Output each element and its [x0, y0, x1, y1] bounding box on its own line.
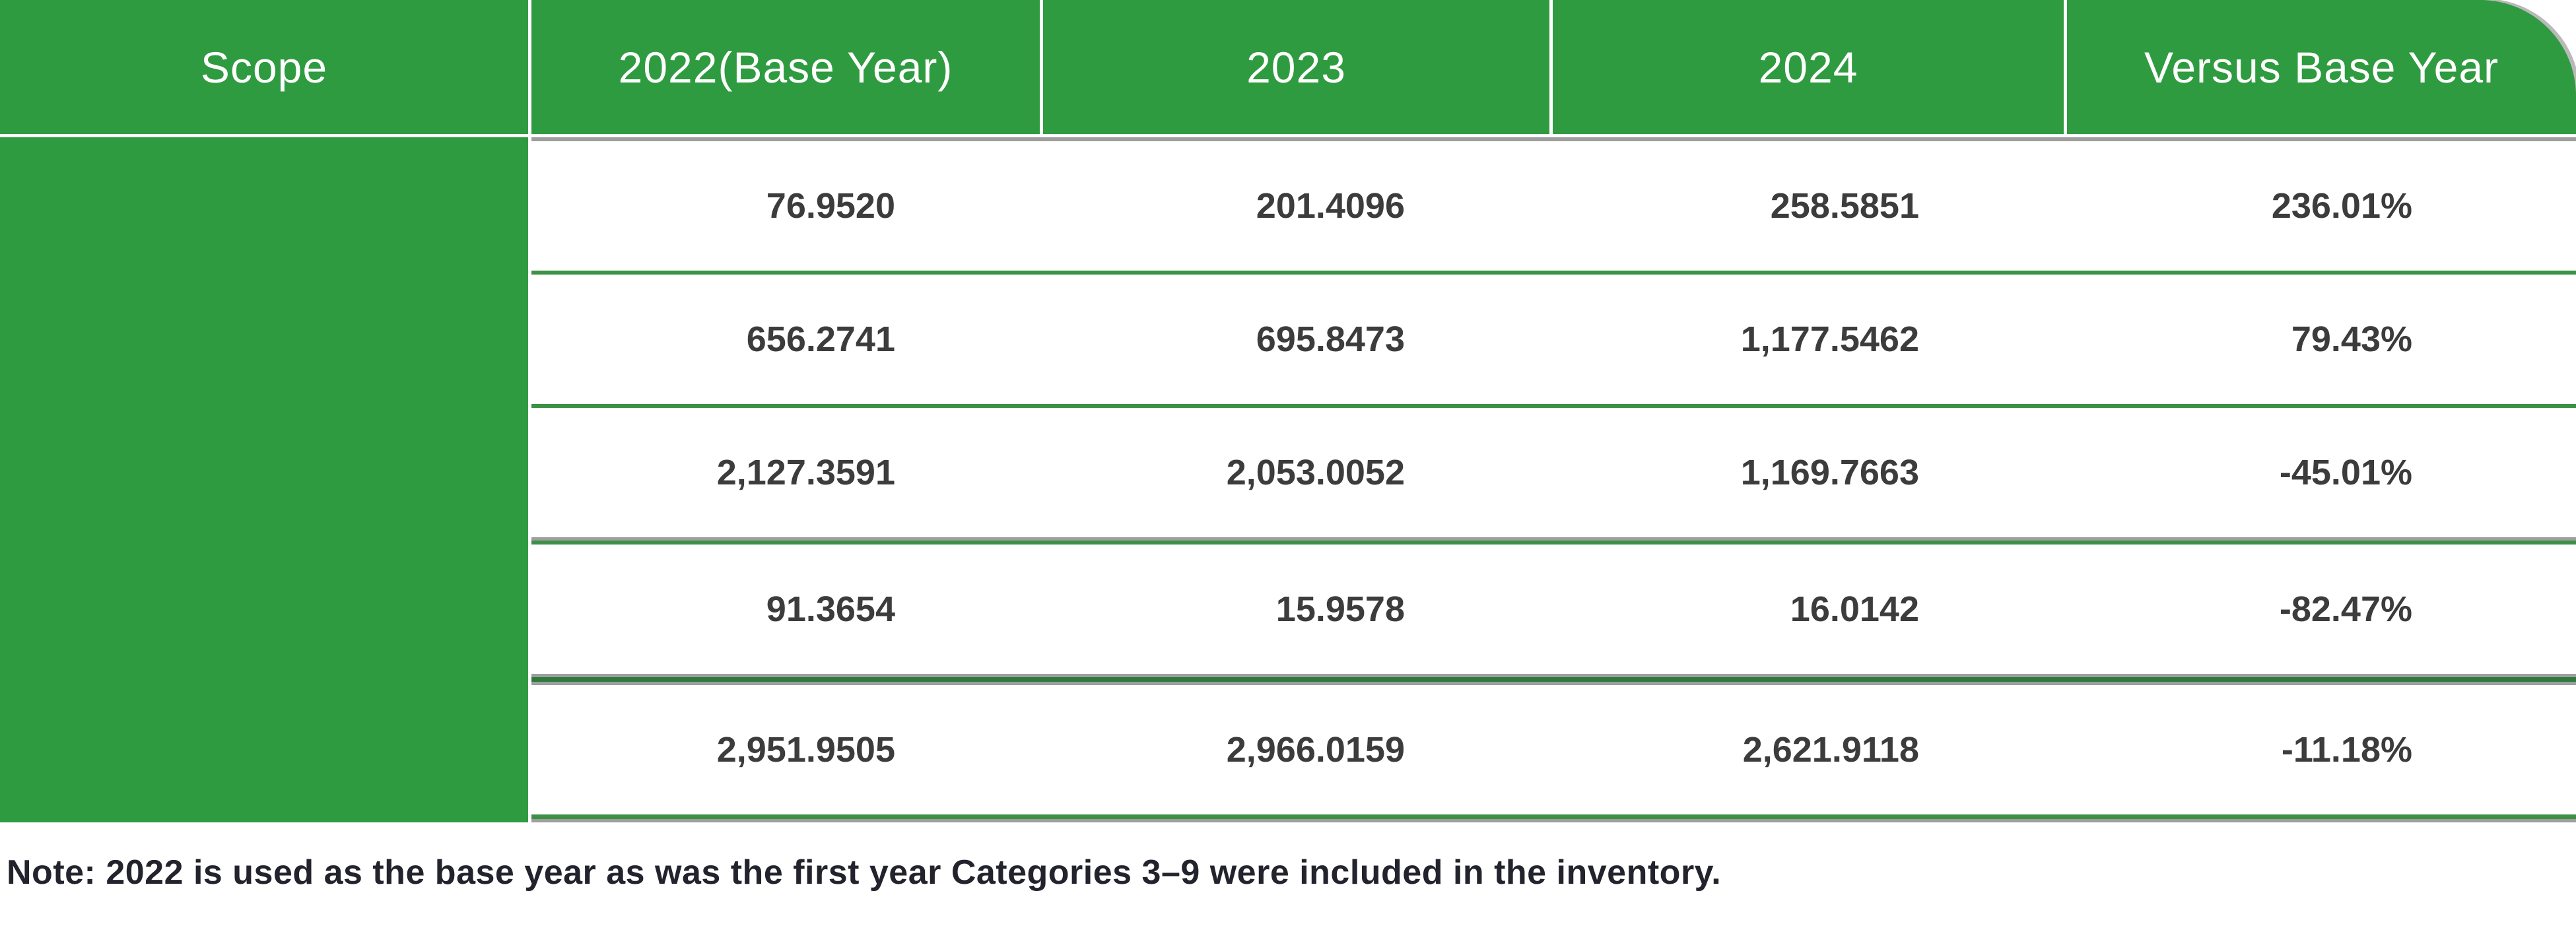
row-separator-2 [531, 404, 2576, 408]
cell-r1-2023: 201.4096 [1256, 186, 1405, 226]
base-year-footnote: Note: 2022 is used as the base year as w… [7, 853, 1722, 892]
table-row-3: 2,127.3591 2,053.0052 1,169.7663 -45.01% [531, 408, 2576, 537]
cell-r3-2024: 1,169.7663 [1740, 453, 1919, 492]
row-separator-1 [531, 271, 2576, 275]
cell-r2-2023: 695.8473 [1256, 319, 1405, 359]
cell-total-2023: 2,966.0159 [1226, 730, 1405, 770]
table-body: 76.9520 201.4096 258.5851 236.01% 656.27… [0, 137, 2576, 824]
cell-r3-2022: 2,127.3591 [716, 453, 895, 492]
table-row-2: 656.2741 695.8473 1,177.5462 79.43% [531, 275, 2576, 404]
column-header-2022: 2022(Base Year) [531, 0, 1043, 134]
cell-r3-2023: 2,053.0052 [1226, 453, 1405, 492]
cell-r4-2023: 15.9578 [1275, 589, 1405, 629]
cell-r2-versus: 79.43% [2291, 319, 2412, 359]
scope-column-block [0, 137, 531, 822]
cell-r1-2024: 258.5851 [1770, 186, 1919, 226]
column-header-scope: Scope [0, 0, 531, 134]
cell-r1-2022: 76.9520 [766, 186, 895, 226]
column-header-versus-base: Versus Base Year [2067, 0, 2576, 134]
table-row-1: 76.9520 201.4096 258.5851 236.01% [531, 141, 2576, 271]
cell-total-2022: 2,951.9505 [716, 730, 895, 770]
cell-r4-2022: 91.3654 [766, 589, 895, 629]
cell-r1-versus: 236.01% [2271, 186, 2412, 226]
cell-r2-2022: 656.2741 [746, 319, 895, 359]
column-header-2024: 2024 [1553, 0, 2067, 134]
table-data-area: 76.9520 201.4096 258.5851 236.01% 656.27… [531, 137, 2576, 824]
table-header-row: Scope 2022(Base Year) 2023 2024 Versus B… [0, 0, 2576, 137]
table-row-4: 91.3654 15.9578 16.0142 -82.47% [531, 545, 2576, 674]
cell-r4-versus: -82.47% [2279, 589, 2412, 629]
row-separator-3 [531, 537, 2576, 545]
table-row-total: 2,951.9505 2,966.0159 2,621.9118 -11.18% [531, 685, 2576, 814]
cell-total-versus: -11.18% [2281, 730, 2412, 770]
total-row-separator [531, 674, 2576, 685]
cell-r3-versus: -45.01% [2279, 453, 2412, 492]
header-shadow-line [531, 137, 2576, 141]
cell-total-2024: 2,621.9118 [1742, 730, 1919, 770]
column-header-2023: 2023 [1043, 0, 1553, 134]
table-bottom-border [531, 814, 2576, 822]
cell-r4-2024: 16.0142 [1790, 589, 1919, 629]
cell-r2-2024: 1,177.5462 [1740, 319, 1919, 359]
emissions-table: Scope 2022(Base Year) 2023 2024 Versus B… [0, 0, 2576, 824]
